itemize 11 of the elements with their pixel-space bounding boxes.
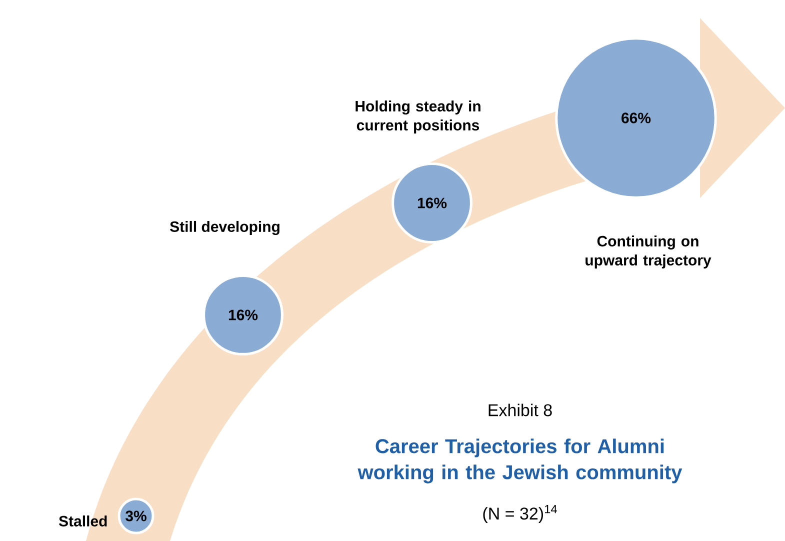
text: (N = 32)$^{14}$ bbox=[483, 504, 557, 523]
data-label: 16% bbox=[418, 198, 447, 208]
text: Exhibit 8 bbox=[488, 404, 552, 416]
category-label: Still developing bbox=[170, 220, 280, 236]
data-label: 66% bbox=[622, 112, 651, 124]
category-label: Stalled bbox=[58, 515, 107, 526]
category-label: Continuing on upward trajectory bbox=[586, 236, 712, 268]
category-label: Holding steady in current positions bbox=[356, 100, 480, 134]
data-label: 16% bbox=[228, 310, 258, 320]
data-label: 3% bbox=[126, 510, 146, 522]
text: Career Trajectories for Alumni working in the Jewish community bbox=[358, 438, 682, 484]
